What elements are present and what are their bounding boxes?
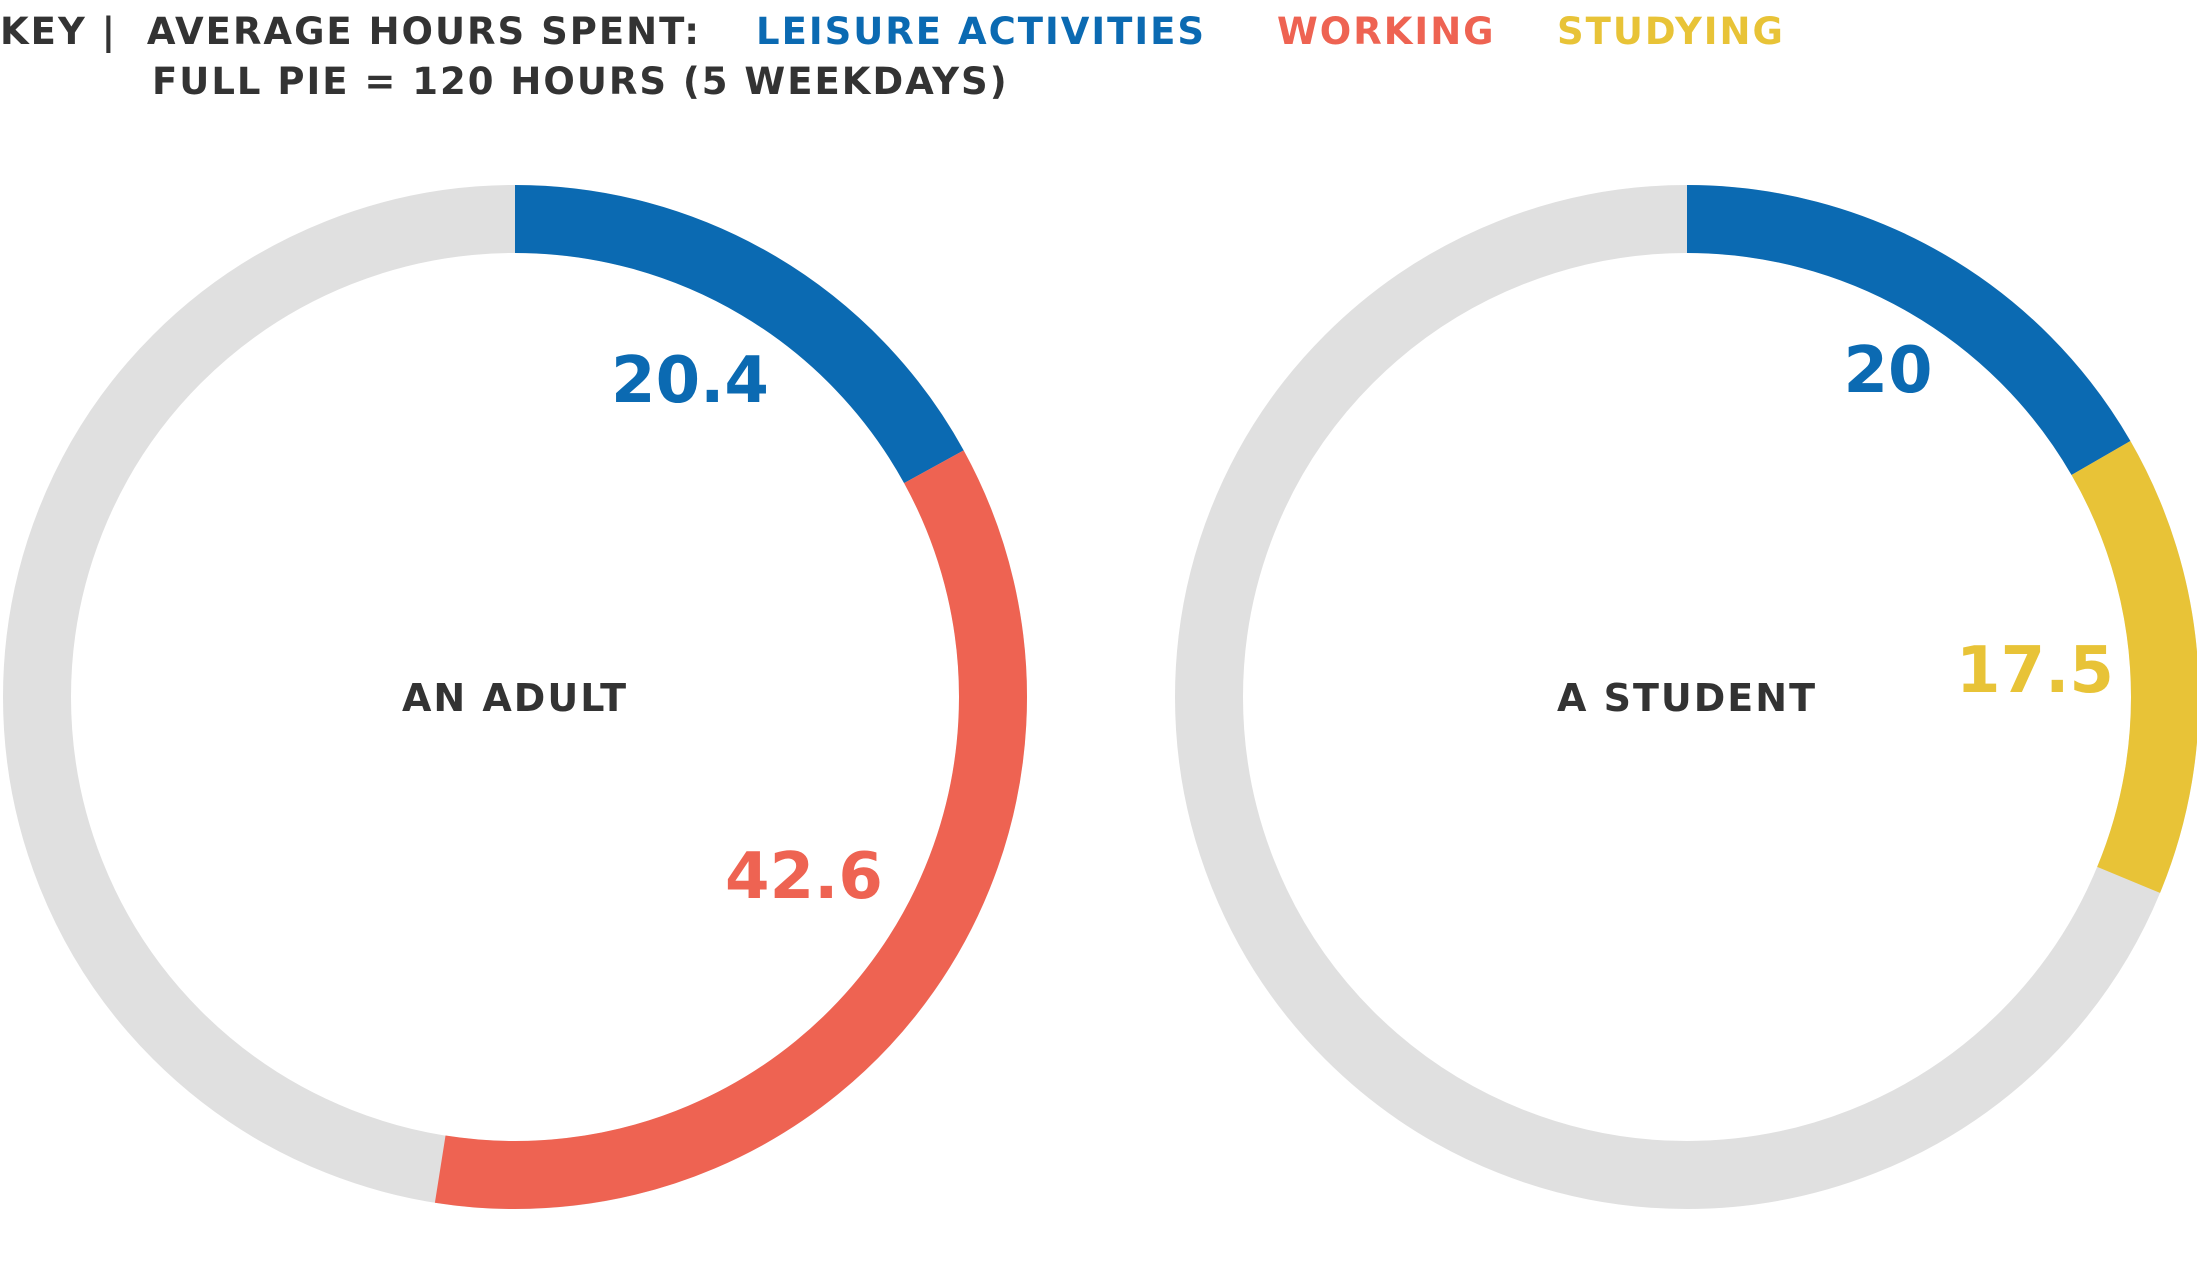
slice-value-label: 17.5 — [1956, 634, 2114, 708]
slice-value-label: 42.6 — [725, 840, 883, 914]
legend-item-leisure: LEISURE ACTIVITIES — [756, 10, 1207, 53]
donut-center-label: AN ADULT — [402, 676, 628, 720]
donut-slice-leisure-activities — [1686, 185, 2131, 476]
donut-1: 20 17.5 A STUDENT — [1175, 185, 2197, 1209]
slice-value-label: 20 — [1843, 334, 1932, 408]
legend-prefix: KEY | — [0, 10, 118, 53]
donut-0: 20.4 42.6 AN ADULT — [3, 185, 1027, 1209]
donut-slice-working — [434, 450, 1027, 1209]
slice-value-label: 20.4 — [611, 344, 769, 418]
donut-slice-leisure-activities — [514, 185, 964, 484]
donut-center-label: A STUDENT — [1557, 676, 1817, 720]
legend-subtitle: FULL PIE = 120 HOURS (5 WEEKDAYS) — [152, 60, 1009, 103]
legend-item-working: WORKING — [1277, 10, 1496, 53]
legend-title-line: KEY | AVERAGE HOURS SPENT: — [0, 10, 701, 53]
legend-item-studying: STUDYING — [1557, 10, 1785, 53]
donut-slice-studying — [2071, 441, 2197, 893]
legend-title: AVERAGE HOURS SPENT: — [146, 10, 702, 53]
